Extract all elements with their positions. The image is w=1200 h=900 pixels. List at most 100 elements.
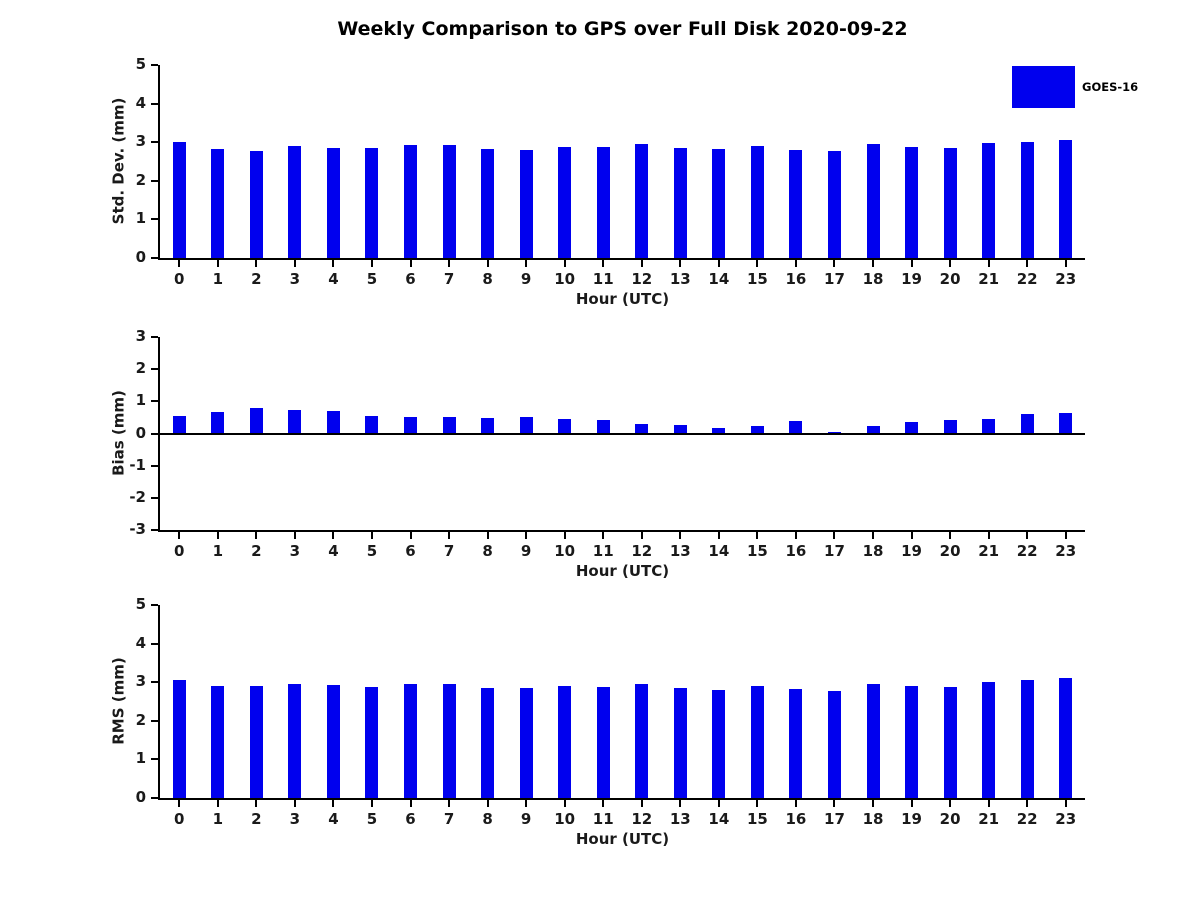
x-tick-label: 11 [592,270,614,288]
bar [558,419,572,434]
x-tick-label: 9 [520,270,532,288]
x-tick-label: 0 [174,810,185,828]
y-tick-mark [151,432,158,435]
x-tick-mark [216,532,219,539]
plot-area-bias: -3 -2 -1 0 1 2 3 0 1 2 3 4 5 6 7 8 9 10 11 12 13 14 15 16 17 18 19… [129,327,1085,560]
x-tick-mark [1064,800,1067,807]
x-tick-label: 16 [785,270,807,288]
x-tick-mark [216,800,219,807]
bar [905,146,919,258]
x-tick-mark [602,260,605,267]
bar [712,427,726,434]
x-tick-label: 15 [746,542,768,560]
x-tick-label: 16 [785,542,807,560]
x-tick-mark [1026,532,1029,539]
x-axis-label: Hour (UTC) [575,562,670,580]
y-axis-line [158,65,160,260]
x-tick-label: 2 [251,270,262,288]
x-tick-label: 12 [631,810,653,828]
bar [673,687,687,798]
y-tick-label: -3 [129,520,146,538]
x-tick-label: 13 [669,542,691,560]
bar [827,690,841,798]
bar [519,687,533,798]
x-tick-label: 1 [212,542,224,560]
y-axis-line [158,605,160,800]
bar [635,144,649,258]
chart-std-dev: Std. Dev. (mm) 0 1 2 3 4 5 0 1 2 3 4 5 6 7 8 9 10 11 12 13 1… [0,55,1200,325]
y-tick-label: 2 [135,710,146,729]
x-tick-mark [833,800,836,807]
bar [635,684,649,798]
bar [1059,140,1073,258]
x-tick-label: 18 [862,270,884,288]
x-tick-mark [216,260,219,267]
x-tick-mark [1064,532,1067,539]
x-tick-label: 2 [251,542,262,560]
bar [288,146,302,258]
plot-area-rms: 0 1 2 3 4 5 0 1 2 3 4 5 6 7 8 9 10 11 12 13 14 15 16 17 18 19 20 21… [136,595,1085,828]
x-tick-mark [525,532,528,539]
x-tick-label: 15 [746,810,768,828]
x-tick-mark [293,532,296,539]
x-tick-label: 0 [174,542,185,560]
bar [172,142,186,258]
x-tick-mark [409,532,412,539]
x-tick-mark [640,260,643,267]
bar [481,418,495,434]
x-tick-mark [563,260,566,267]
bar [211,411,225,434]
bar [712,689,726,798]
bar [442,684,456,798]
y-tick-mark [151,681,158,684]
x-tick-label: 14 [708,270,730,288]
x-tick-mark [717,260,720,267]
x-tick-mark [872,532,875,539]
x-tick-label: 23 [1055,270,1077,288]
bar [365,416,379,434]
bar [1020,142,1034,258]
x-tick-label: 1 [212,810,224,828]
x-tick-label: 8 [482,270,493,288]
x-tick-label: 3 [289,270,301,288]
y-tick-label: -1 [129,455,146,474]
y-tick-label: 4 [135,633,146,652]
bar [866,426,880,434]
y-tick-mark [151,64,158,66]
x-tick-label: 12 [631,270,653,288]
y-tick-label: 1 [135,391,146,410]
y-tick-label: 3 [135,672,146,691]
x-tick-mark [486,260,489,267]
x-tick-label: 21 [978,810,1000,828]
figure-title: Weekly Comparison to GPS over Full Disk … [337,18,908,40]
x-tick-mark [872,260,875,267]
x-tick-label: 14 [708,810,730,828]
y-tick-label: 3 [135,327,146,345]
bar [1020,680,1034,798]
x-tick-mark [756,532,759,539]
bar [750,686,764,798]
x-axis-label: Hour (UTC) [575,290,670,308]
bar [519,149,533,258]
x-tick-mark [640,800,643,807]
y-tick-mark [151,336,158,338]
x-tick-label: 4 [328,542,339,560]
y-axis-line [158,337,160,532]
bar [905,686,919,798]
bar [442,145,456,258]
bar [789,149,803,258]
x-tick-mark [602,800,605,807]
bar [943,147,957,258]
y-tick-label: 2 [135,359,146,378]
bar [1059,678,1073,798]
legend-label: GOES-16 [1082,80,1139,94]
x-tick-label: 6 [405,810,416,828]
x-tick-mark [679,532,682,539]
x-tick-mark [987,532,990,539]
bar [827,431,841,434]
x-tick-mark [409,800,412,807]
x-tick-label: 10 [554,270,576,288]
x-tick-mark [486,532,489,539]
x-tick-mark [833,260,836,267]
bar [635,424,649,434]
